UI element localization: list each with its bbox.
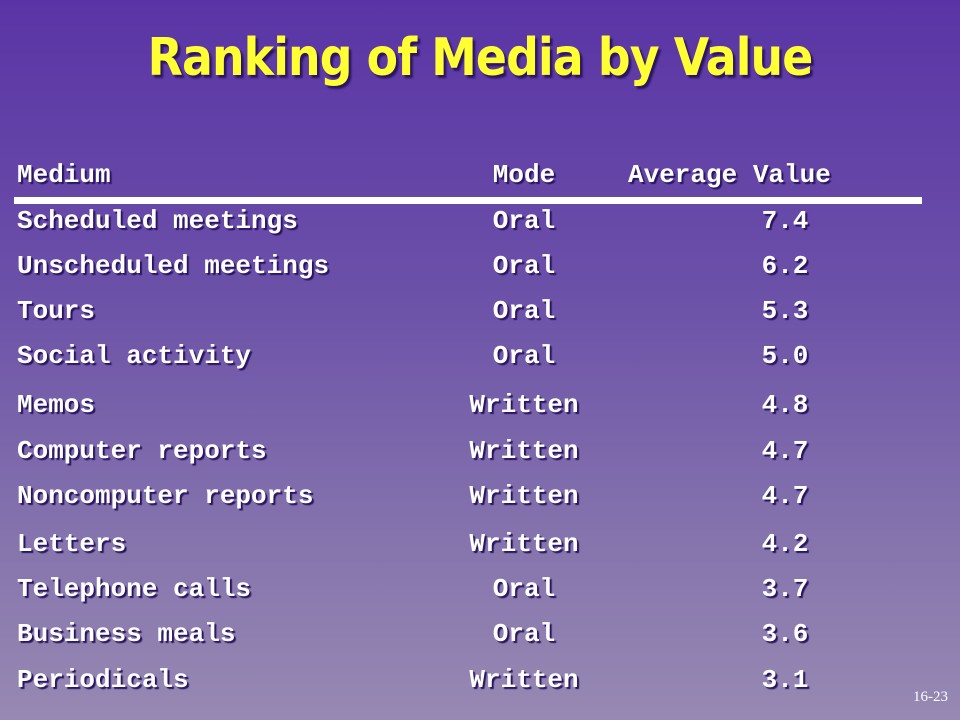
header-divider [14,197,922,204]
row-value: 3.1 [761,665,809,695]
row-mode: Written [469,665,579,695]
row-value: 4.7 [761,481,809,511]
row-value: 3.6 [761,619,809,649]
row-medium: Telephone calls [17,574,252,604]
row-mode: Oral [492,251,556,281]
row-medium: Business meals [17,619,236,649]
header-average-value: Average Value [628,160,831,190]
row-value: 4.2 [761,529,809,559]
row-medium: Periodicals [17,665,189,695]
row-mode: Oral [492,574,556,604]
slide-title: Ranking of Media by Value [147,28,814,88]
row-value: 5.0 [761,341,809,371]
row-medium: Noncomputer reports [17,481,314,511]
row-mode: Oral [492,206,556,236]
row-mode: Written [469,436,579,466]
row-mode: Oral [492,619,556,649]
row-medium: Computer reports [17,436,267,466]
header-medium: Medium [17,160,111,190]
row-mode: Oral [492,341,556,371]
row-value: 3.7 [761,574,809,604]
row-mode: Written [469,529,579,559]
row-value: 4.7 [761,436,809,466]
row-mode: Oral [492,296,556,326]
row-medium: Memos [17,390,96,420]
row-value: 4.8 [761,390,809,420]
row-value: 5.3 [761,296,809,326]
row-medium: Social activity [17,341,252,371]
row-value: 7.4 [761,206,809,236]
row-value: 6.2 [761,251,809,281]
header-mode: Mode [492,160,556,190]
row-mode: Written [469,481,579,511]
row-medium: Unscheduled meetings [17,251,330,281]
row-medium: Letters [17,529,127,559]
row-mode: Written [469,390,579,420]
row-medium: Scheduled meetings [17,206,298,236]
row-medium: Tours [17,296,96,326]
slide-number: 16-23 [913,689,948,705]
